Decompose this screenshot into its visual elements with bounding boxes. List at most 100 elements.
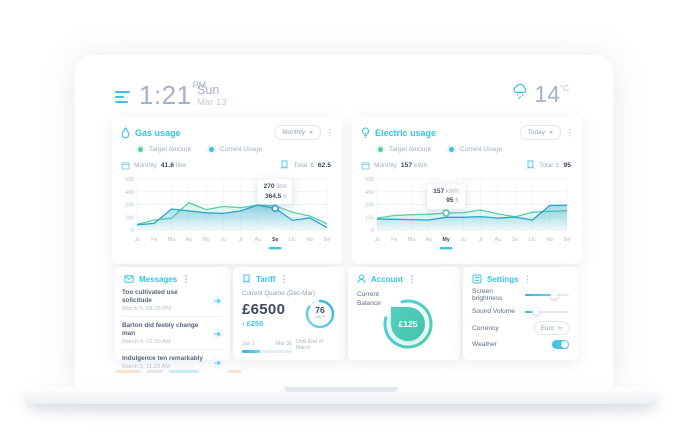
sound-volume-label: Sound Volume [472, 308, 515, 316]
gas-usage-chart[interactable]: 0 200 300 400 500 Ja Fe Ma Ap My Ju Jl Au Se Oc No De 270… [121, 174, 333, 254]
open-message-button[interactable] [212, 357, 223, 368]
receipt-icon [281, 160, 288, 169]
menu-icon[interactable] [115, 91, 130, 103]
svg-text:0: 0 [131, 228, 134, 234]
gas-menu-icon[interactable] [326, 128, 334, 138]
svg-text:450: 450 [365, 190, 374, 196]
svg-text:Ja: Ja [134, 237, 140, 243]
svg-text:Ap: Ap [186, 237, 193, 243]
gas-drop-icon [121, 126, 130, 138]
legend-dot-green [376, 145, 385, 154]
svg-text:Oc: Oc [529, 237, 536, 243]
temperature-value: 14 [534, 81, 561, 107]
svg-text:Se: Se [272, 237, 279, 243]
panel-title: Messages [139, 274, 178, 284]
time-text: 1:21 [139, 80, 192, 110]
balance-value: £125 [398, 319, 418, 329]
legend-target-amount[interactable]: Target Amount [136, 145, 191, 154]
laptop-screen: 1:21PM Sun Mar 13 14 °C Gas usage Mo [75, 55, 613, 392]
range-end: Mar 31 [275, 341, 292, 347]
gas-stat-label: Monthly [134, 161, 157, 169]
message-date: March 4, 02.30 AM [122, 339, 171, 345]
messages-panel: Messages Too cultivated use solicitude M… [115, 267, 230, 370]
electric-total-symbol: £ [555, 161, 560, 169]
screen-brightness-slider[interactable] [525, 291, 570, 299]
svg-text:Jl: Jl [479, 237, 483, 243]
legend-current-usage[interactable]: Current Usage [206, 145, 262, 154]
sound-volume-slider[interactable] [525, 308, 569, 316]
gas-total-symbol: £ [310, 161, 314, 169]
message-item[interactable]: Indulgence ten remarkably March 2, 11.20… [122, 355, 223, 374]
balance-badge: £125 [391, 307, 425, 341]
svg-text:Fe: Fe [391, 237, 397, 243]
svg-text:My: My [442, 237, 449, 243]
electric-menu-icon[interactable] [566, 128, 574, 138]
currency-dropdown[interactable]: Euro [533, 321, 569, 336]
svg-text:300: 300 [125, 203, 134, 209]
settings-icon [472, 274, 482, 284]
weather-toggle[interactable] [552, 340, 569, 350]
screen-brightness-label: Screen brightness [472, 288, 503, 303]
messages-menu-icon[interactable] [182, 274, 190, 284]
tariff-receipt-icon [243, 274, 250, 283]
gas-usage-panel: Gas usage Monthly Target Amount Current … [112, 117, 342, 264]
electric-usage-chart[interactable]: 0 150 300 450 600 Ja Fe Ma Ap My Ju Jl Au Se Oc No De 157… [361, 174, 573, 254]
panel-title: Gas usage [135, 127, 181, 138]
calendar-icon [361, 161, 370, 169]
svg-text:No: No [546, 237, 553, 243]
svg-text:De: De [324, 237, 331, 243]
days-remaining-ring: 76 days [303, 297, 337, 331]
svg-text:400: 400 [125, 190, 134, 196]
date-block: Sun Mar 13 [197, 83, 227, 108]
gas-stat-unit: litre [176, 161, 187, 169]
electric-period-dropdown[interactable]: Today [519, 125, 561, 140]
message-text: Indulgence ten remarkably [122, 355, 203, 362]
weather-toggle-label: Weather [472, 341, 497, 349]
account-menu-icon[interactable] [408, 274, 416, 284]
electric-stat-unit: kWh [414, 161, 428, 169]
legend-current-usage[interactable]: Current Usage [446, 145, 502, 154]
gas-period-dropdown[interactable]: Monthly [274, 125, 321, 140]
date-text: Mar 13 [197, 96, 227, 108]
panel-title: Account [371, 274, 403, 284]
message-date: March 2, 11.20 AM [122, 364, 171, 370]
tariff-panel: Tariff Current Quarter (Dec-Mar) £6500 ›… [233, 267, 345, 360]
svg-text:0: 0 [371, 228, 374, 234]
svg-text:600: 600 [365, 177, 374, 183]
weather-widget: 14 °C [512, 83, 569, 106]
electric-period-value: Today [527, 129, 545, 136]
svg-text:No: No [306, 237, 313, 243]
svg-text:De: De [564, 237, 571, 243]
gas-stat-value: 41.6 [160, 161, 174, 169]
settings-menu-icon[interactable] [524, 274, 532, 284]
legend-dot-cyan [206, 145, 216, 154]
chevron-down-icon [549, 131, 553, 134]
svg-text:Ap: Ap [426, 237, 433, 243]
svg-text:Se: Se [512, 237, 519, 243]
legend-target-amount[interactable]: Target Amount [376, 145, 431, 154]
current-balance-label: Current Balance [357, 291, 381, 307]
svg-text:150: 150 [365, 215, 374, 221]
temperature-unit: °C [560, 84, 569, 93]
message-text: Too cultivated use solicitude [122, 289, 178, 304]
account-panel: Account Current Balance £125 [348, 267, 460, 360]
chevron-down-icon [558, 326, 562, 330]
chevron-down-icon [309, 131, 313, 134]
message-text: Barton did feebly change man [122, 322, 199, 337]
message-item[interactable]: Barton did feebly change man March 4, 02… [122, 322, 223, 350]
open-message-button[interactable] [212, 295, 223, 306]
range-start: Jan 1 [242, 341, 255, 347]
gas-total-label: Total [293, 161, 308, 169]
person-icon [357, 274, 366, 284]
legend-dot-green [136, 145, 145, 154]
message-item[interactable]: Too cultivated use solicitude March 5, 0… [122, 289, 223, 317]
svg-text:500: 500 [125, 177, 134, 183]
tariff-menu-icon[interactable] [280, 274, 288, 284]
svg-text:Ma: Ma [168, 237, 175, 243]
svg-text:My: My [203, 237, 210, 243]
settings-panel: Settings Screen brightness Sound Volume [463, 267, 578, 360]
open-message-button[interactable] [212, 328, 223, 339]
svg-text:Jl: Jl [239, 237, 243, 243]
svg-text:300: 300 [365, 203, 374, 209]
currency-value: Euro [540, 324, 554, 332]
